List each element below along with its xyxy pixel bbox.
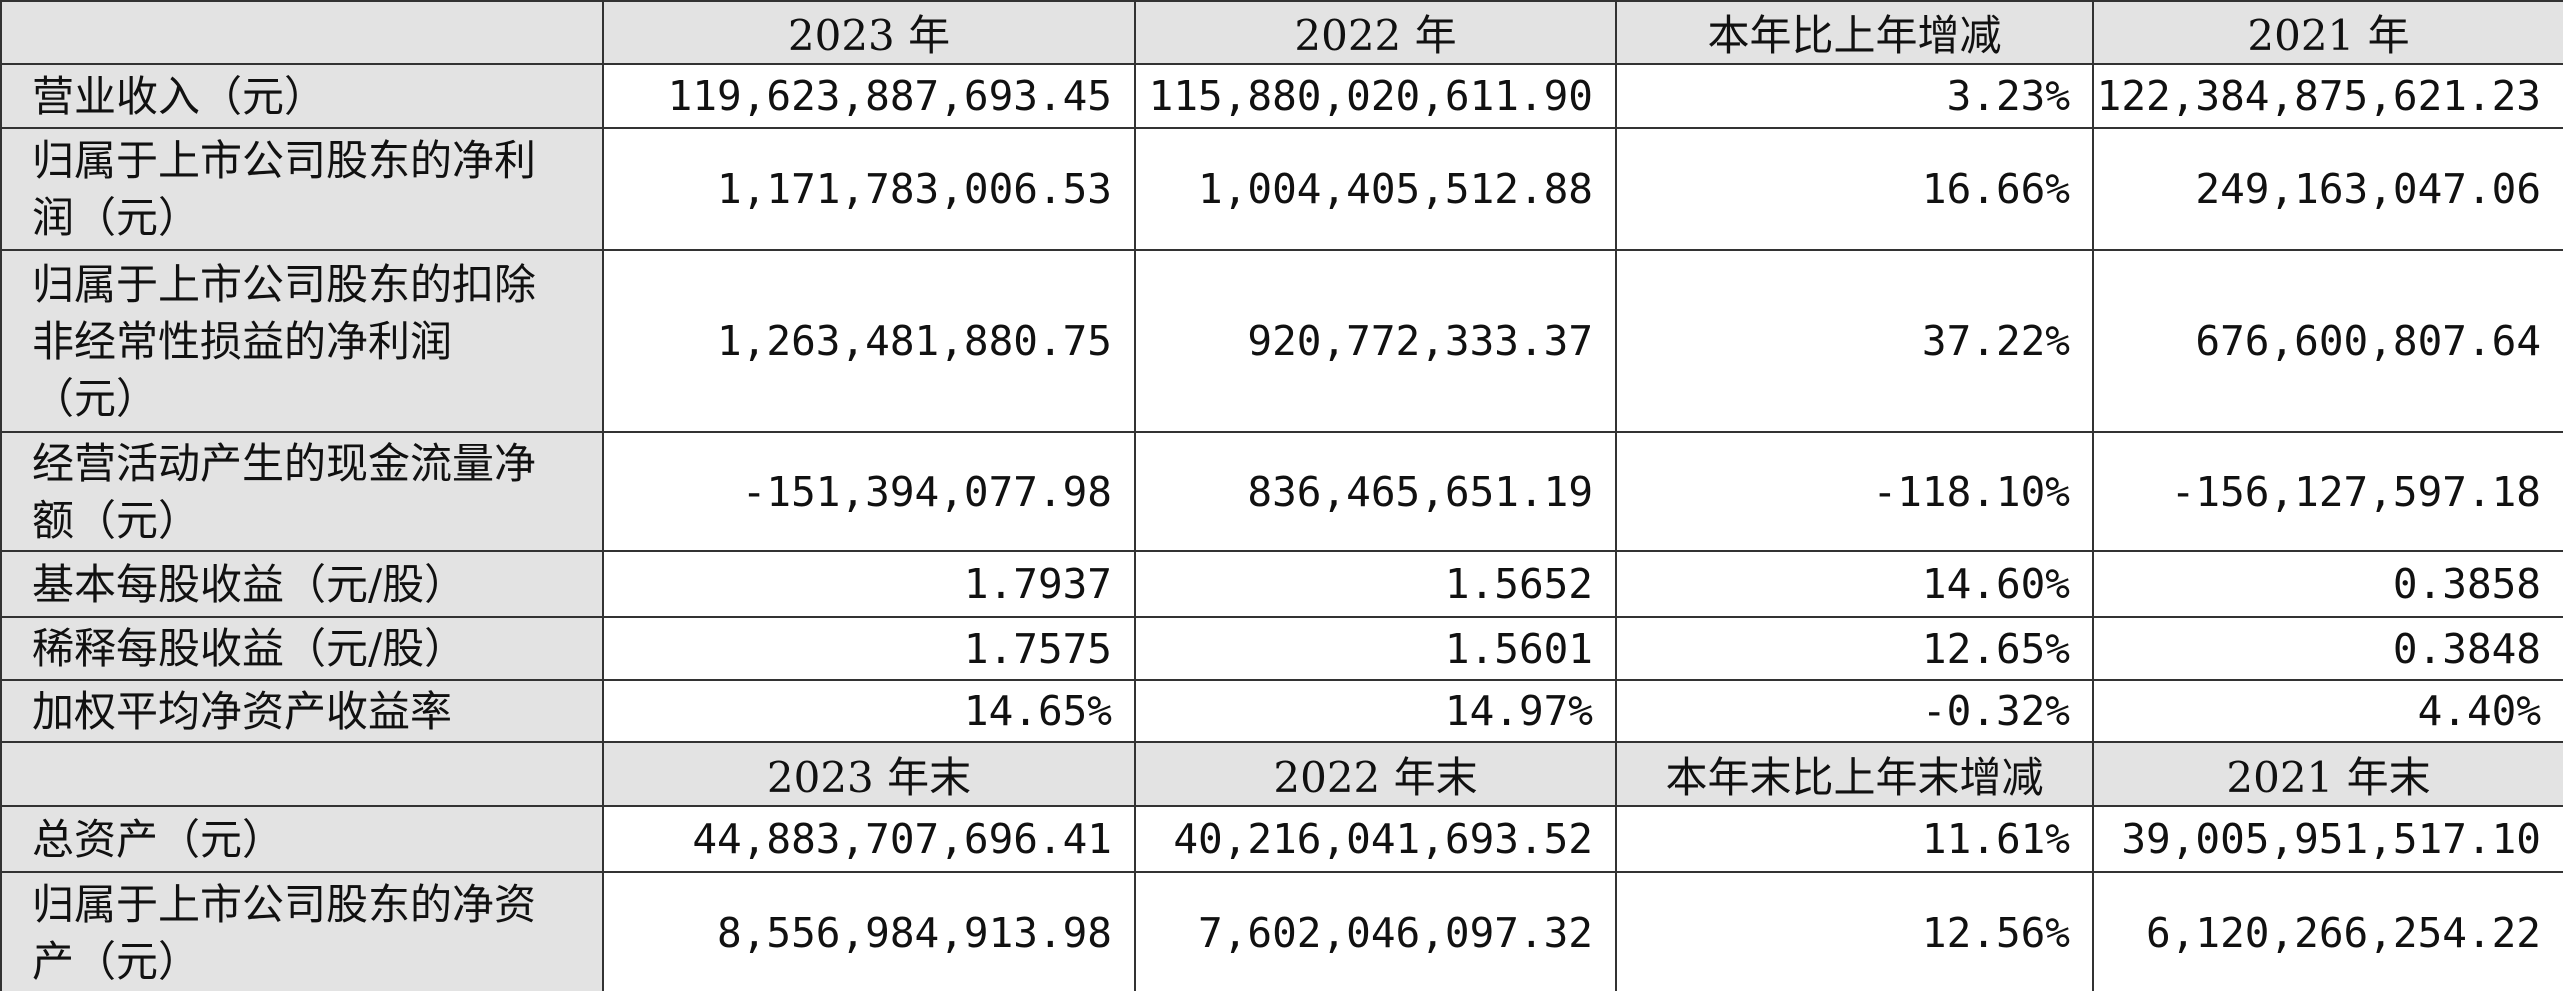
value-cell: 12.56%: [1615, 871, 2094, 991]
value-cell: 1.7937: [602, 550, 1136, 618]
value-cell: 14.97%: [1134, 679, 1617, 743]
header-cell: 2022 年: [1134, 0, 1617, 65]
value-cell: 4.40%: [2092, 679, 2563, 743]
data-row: 营业收入（元） 119,623,887,693.45 115,880,020,611…: [0, 63, 2563, 129]
value-cell: 115,880,020,611.90: [1134, 63, 1617, 129]
row-label: 归属于上市公司股东的净资产（元）: [0, 871, 604, 991]
value-cell: 836,465,651.19: [1134, 431, 1617, 552]
value-cell: 1,263,481,880.75: [602, 249, 1136, 433]
data-row: 经营活动产生的现金流量净额（元） -151,394,077.98 836,465,6…: [0, 431, 2563, 552]
data-row: 基本每股收益（元/股） 1.7937 1.5652 14.60% 0.3858: [0, 550, 2563, 618]
header-row: 2023 年 2022 年本年比上年增减 2021 年: [0, 0, 2563, 65]
value-cell: 676,600,807.64: [2092, 249, 2563, 433]
value-cell: 920,772,333.37: [1134, 249, 1617, 433]
value-cell: -151,394,077.98: [602, 431, 1136, 552]
data-row: 归属于上市公司股东的净利润（元） 1,171,783,006.53 1,004,40…: [0, 127, 2563, 251]
data-row: 归属于上市公司股东的扣除非经常性损益的净利润（元） 1,263,481,880.7…: [0, 249, 2563, 433]
value-cell: 11.61%: [1615, 805, 2094, 873]
value-cell: 0.3848: [2092, 616, 2563, 681]
header-cell: [0, 741, 604, 807]
row-label: 稀释每股收益（元/股）: [0, 616, 604, 681]
value-cell: 40,216,041,693.52: [1134, 805, 1617, 873]
value-cell: 119,623,887,693.45: [602, 63, 1136, 129]
value-cell: 14.65%: [602, 679, 1136, 743]
data-row: 总资产（元） 44,883,707,696.41 40,216,041,693.52…: [0, 805, 2563, 873]
value-cell: 8,556,984,913.98: [602, 871, 1136, 991]
value-cell: -0.32%: [1615, 679, 2094, 743]
row-label: 归属于上市公司股东的净利润（元）: [0, 127, 604, 251]
row-label: 经营活动产生的现金流量净额（元）: [0, 431, 604, 552]
value-cell: 249,163,047.06: [2092, 127, 2563, 251]
value-cell: 12.65%: [1615, 616, 2094, 681]
value-cell: 0.3858: [2092, 550, 2563, 618]
row-label: 总资产（元）: [0, 805, 604, 873]
header-cell: 本年比上年增减: [1615, 0, 2094, 65]
value-cell: 3.23%: [1615, 63, 2094, 129]
value-cell: 39,005,951,517.10: [2092, 805, 2563, 873]
value-cell: -118.10%: [1615, 431, 2094, 552]
row-label: 营业收入（元）: [0, 63, 604, 129]
row-label: 基本每股收益（元/股）: [0, 550, 604, 618]
row-label: 加权平均净资产收益率: [0, 679, 604, 743]
value-cell: 1.5601: [1134, 616, 1617, 681]
header-cell: 本年末比上年末增减: [1615, 741, 2094, 807]
value-cell: 16.66%: [1615, 127, 2094, 251]
row-label: 归属于上市公司股东的扣除非经常性损益的净利润（元）: [0, 249, 604, 433]
header-cell: 2023 年末: [602, 741, 1136, 807]
header-cell: [0, 0, 604, 65]
value-cell: 7,602,046,097.32: [1134, 871, 1617, 991]
value-cell: 1.7575: [602, 616, 1136, 681]
value-cell: -156,127,597.18: [2092, 431, 2563, 552]
value-cell: 6,120,266,254.22: [2092, 871, 2563, 991]
data-row: 归属于上市公司股东的净资产（元） 8,556,984,913.98 7,602,04…: [0, 871, 2563, 991]
value-cell: 44,883,707,696.41: [602, 805, 1136, 873]
value-cell: 1.5652: [1134, 550, 1617, 618]
value-cell: 1,004,405,512.88: [1134, 127, 1617, 251]
header-cell: 2021 年: [2092, 0, 2563, 65]
value-cell: 37.22%: [1615, 249, 2094, 433]
header-row: 2023 年末 2022 年末 本年末比上年末增减 2021 年末: [0, 741, 2563, 807]
header-cell: 2023 年: [602, 0, 1136, 65]
value-cell: 1,171,783,006.53: [602, 127, 1136, 251]
value-cell: 14.60%: [1615, 550, 2094, 618]
value-cell: 122,384,875,621.23: [2092, 63, 2563, 129]
header-cell: 2021 年末: [2092, 741, 2563, 807]
data-row: 加权平均净资产收益率 14.65% 14.97% -0.32% 4.40%: [0, 679, 2563, 743]
data-row: 稀释每股收益（元/股） 1.7575 1.5601 12.65% 0.3848: [0, 616, 2563, 681]
header-cell: 2022 年末: [1134, 741, 1617, 807]
